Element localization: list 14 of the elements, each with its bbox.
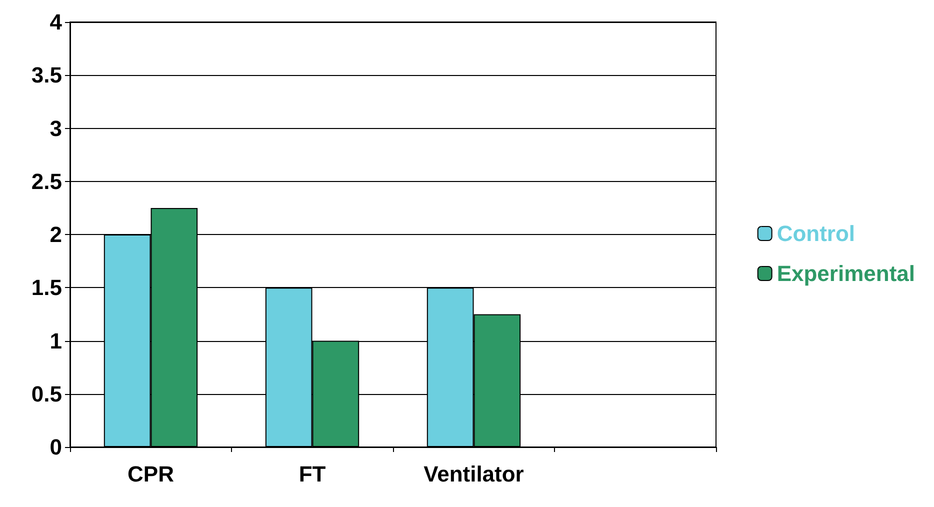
y-tick-label: 2.5: [31, 168, 62, 194]
y-tick-label: 1: [50, 328, 62, 354]
legend-label: Control: [776, 221, 856, 246]
y-tick-label: 4: [50, 10, 63, 34]
y-tick-label: 0.5: [31, 381, 62, 406]
y-tick-label: 3: [50, 116, 62, 141]
x-tick-label: Ventilator: [424, 462, 524, 486]
x-tick-label: FT: [298, 462, 326, 486]
y-tick-label: 0: [50, 434, 62, 460]
y-tick-label: 2: [50, 222, 62, 247]
legend-label: Experimental: [776, 261, 916, 286]
y-tick-label: 1.5: [31, 275, 62, 300]
x-tick-label: CPR: [128, 462, 174, 486]
y-tick-label: 3.5: [31, 62, 62, 88]
